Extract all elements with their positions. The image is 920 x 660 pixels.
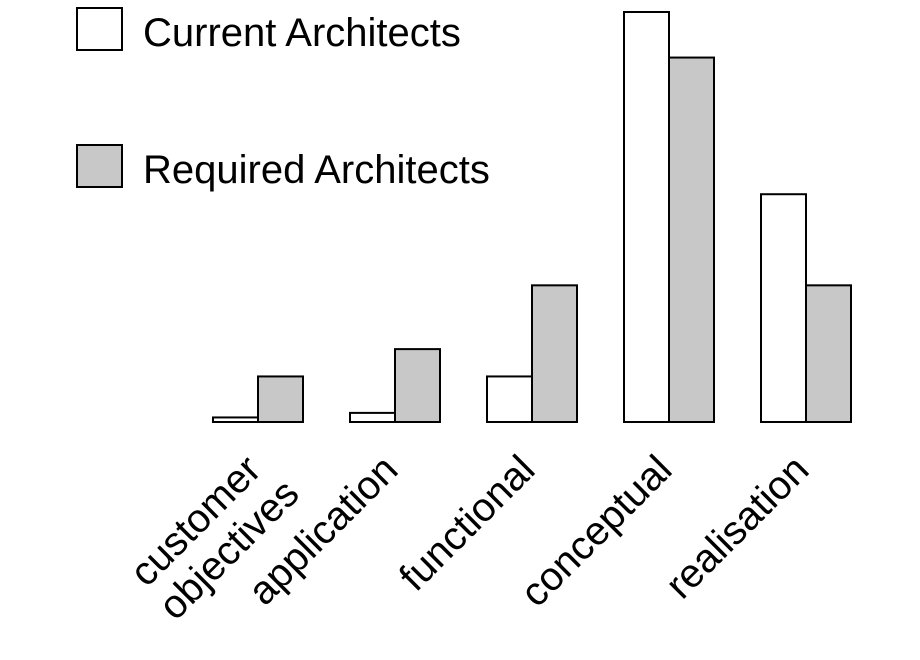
category-label-4: realisation (657, 447, 817, 607)
category-label-line: conceptual (512, 447, 680, 615)
legend: Current Architects Required Architects (76, 7, 490, 192)
bar-required-1 (394, 348, 441, 423)
legend-label-required: Required Architects (143, 148, 490, 192)
legend-swatch-current (76, 7, 123, 51)
legend-swatch-required (76, 144, 123, 188)
category-labels: customerobjectivesapplicationfunctionalc… (122, 447, 817, 628)
bar-required-2 (531, 284, 578, 424)
bar-current-2 (486, 375, 533, 424)
bar-current-4 (760, 193, 807, 423)
bar-required-0 (257, 375, 304, 424)
bar-current-3 (623, 11, 670, 423)
bar-required-3 (668, 56, 715, 424)
legend-label-current: Current Architects (143, 11, 461, 55)
bar-required-4 (805, 284, 852, 424)
bar-current-0 (212, 416, 259, 424)
category-label-3: conceptual (512, 447, 680, 615)
category-label-line: realisation (657, 447, 817, 607)
bar-current-1 (349, 411, 396, 423)
bars (212, 11, 852, 424)
